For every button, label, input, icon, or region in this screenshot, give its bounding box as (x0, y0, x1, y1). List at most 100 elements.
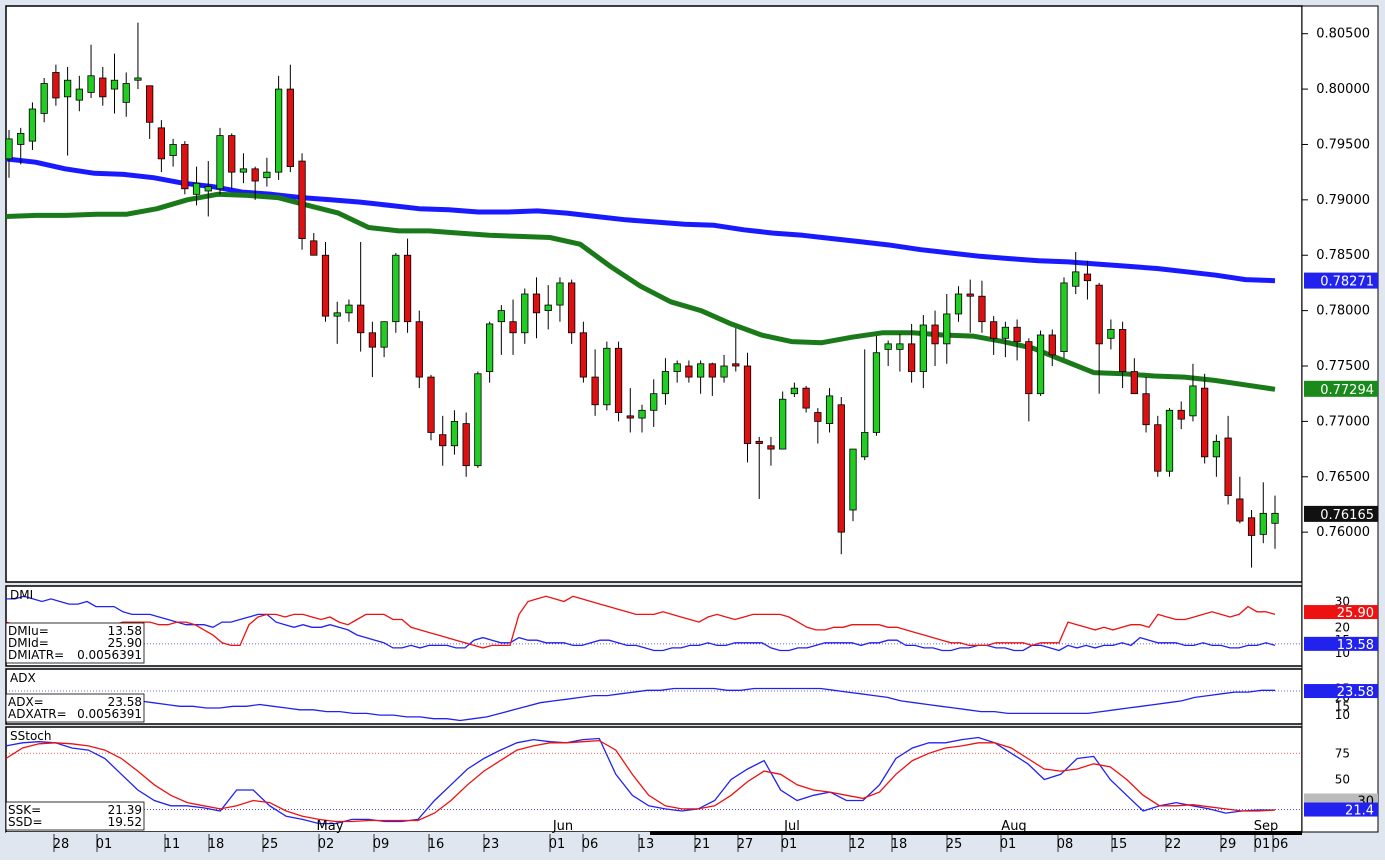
indicator-badge-label: 21.4 (1345, 804, 1374, 819)
ma-short-line (5, 191, 1276, 392)
x-day-label: 18 (891, 837, 908, 852)
indicator-badge-label: 23.58 (1337, 685, 1374, 700)
indicator-line (5, 736, 1275, 825)
candle-body (802, 387, 810, 409)
candle (872, 336, 881, 436)
candle-body (1236, 498, 1244, 522)
candle (650, 379, 658, 427)
candle (333, 301, 341, 344)
panel-title: DMI (10, 588, 33, 602)
candle (790, 382, 799, 398)
candle (192, 166, 201, 206)
candle (403, 238, 412, 333)
candle-body (40, 83, 48, 114)
candle-body (368, 332, 377, 348)
candle (157, 120, 166, 173)
candle (1118, 321, 1127, 389)
candle-body (849, 448, 857, 511)
candle (485, 321, 494, 383)
candle (1013, 319, 1021, 361)
x-day-label: 28 (53, 837, 70, 852)
candle (40, 78, 48, 123)
readout-value: 25.90 (108, 636, 142, 650)
x-day-label: 27 (737, 837, 754, 852)
candle (907, 323, 916, 383)
x-month-label: May (317, 819, 344, 834)
candle (1271, 495, 1279, 549)
price-tick-label: 0.77500 (1316, 359, 1370, 374)
candle (966, 279, 974, 333)
candle (861, 349, 869, 461)
candle (1224, 415, 1232, 505)
candle-body (134, 77, 142, 81)
price-panel: 0.80500 0.80000 0.79500 0.79000 0.78500 0.780… (5, 22, 1378, 568)
candle-body (122, 83, 130, 103)
candle-body (1001, 326, 1010, 339)
candle-body (1107, 329, 1115, 339)
candle-body (872, 352, 881, 433)
candle (814, 408, 822, 444)
candle-body (146, 85, 154, 123)
candle (696, 360, 705, 394)
readout-value: 19.52 (108, 815, 142, 829)
candle (978, 280, 986, 333)
x-day-label: 01 (549, 837, 566, 852)
candle-body (181, 144, 189, 190)
candle-body (251, 168, 259, 182)
indicator-tick-label: 20 (1335, 620, 1350, 634)
candle (99, 66, 107, 106)
candle-body (603, 347, 611, 406)
candle (1048, 329, 1056, 366)
candle-body (1048, 334, 1056, 356)
candle-body (884, 343, 892, 350)
candle (1165, 408, 1174, 477)
candle (755, 436, 763, 499)
candle-body (239, 168, 248, 173)
candle-body (1189, 385, 1197, 417)
candle (919, 315, 927, 389)
candle-body (544, 304, 552, 312)
candle-body (521, 293, 529, 334)
readout-label: DMId= (8, 636, 49, 650)
candle (1036, 330, 1045, 396)
price-badge (1304, 380, 1378, 397)
readout-value: 13.58 (108, 624, 142, 638)
candle (310, 233, 318, 256)
candle (110, 53, 119, 114)
indicator-line (6, 595, 1276, 652)
x-day-label: 01 (1000, 837, 1017, 852)
candle (720, 354, 728, 383)
candle-body (532, 293, 541, 314)
candle (298, 153, 306, 250)
readout-label: DMIATR= (8, 648, 64, 662)
candle (75, 75, 83, 112)
price-tick-label: 0.79500 (1316, 137, 1370, 152)
readout-value: 21.39 (108, 803, 142, 817)
candle-body (743, 365, 752, 444)
panel-1-frame (5, 585, 1303, 667)
candle (134, 22, 142, 90)
price-tick-label: 0.79000 (1316, 193, 1370, 208)
candle-body (1177, 409, 1185, 420)
candle-body (568, 282, 576, 334)
candle-body (931, 324, 939, 345)
candle (1001, 321, 1010, 358)
candle (568, 279, 576, 344)
candle-body (1083, 273, 1092, 282)
x-day-label: 01 (781, 837, 798, 852)
candle-body (755, 440, 763, 444)
candle-body (650, 393, 658, 411)
candle-body (110, 79, 119, 90)
candle-body (75, 88, 83, 101)
candle-body (1013, 326, 1021, 343)
candle (579, 321, 588, 383)
panel-2-frame (5, 668, 1303, 725)
candle (181, 141, 189, 195)
price-badge (1304, 272, 1378, 289)
candle-body (52, 72, 60, 99)
candle (439, 415, 447, 466)
candle-body (943, 313, 951, 345)
candle (767, 436, 775, 466)
candle-body (814, 412, 822, 422)
indicator-tick-label: 10 (1335, 708, 1350, 722)
